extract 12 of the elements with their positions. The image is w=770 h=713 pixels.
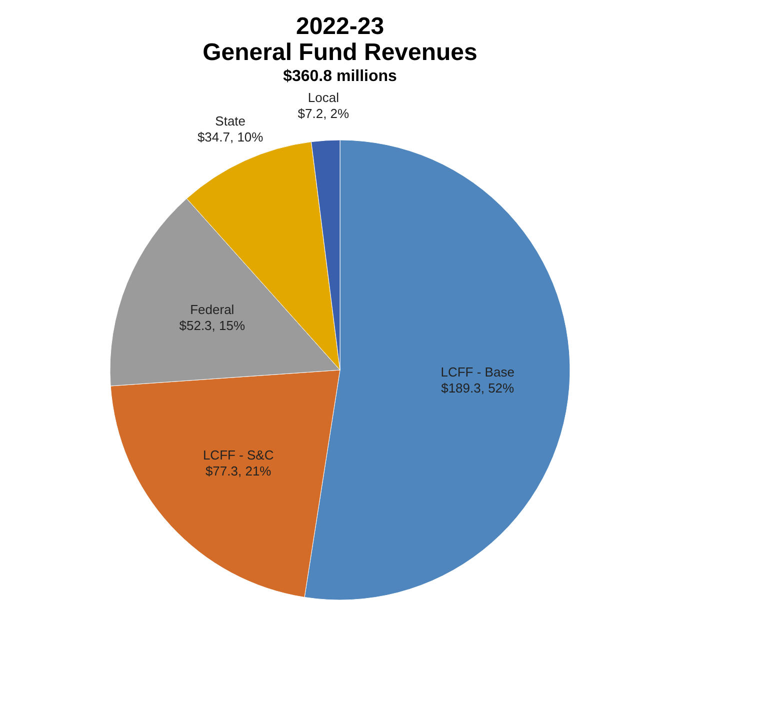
data-label: $52.3, 15%: [179, 318, 246, 334]
chart-title: 2022-23 General Fund Revenues: [202, 13, 478, 66]
data-label: $77.3, 21%: [205, 463, 272, 478]
data-label: $34.7, 10%: [197, 129, 264, 144]
slice-label: State: [215, 113, 246, 128]
chart-subtitle: $360.8 millions: [283, 68, 398, 85]
slice-label: LCFF - S&C: [202, 447, 274, 462]
slice-label: LCFF - Base: [440, 364, 514, 380]
slice-label: Local: [308, 90, 340, 106]
data-label: $7.2, 2%: [298, 106, 350, 122]
slice-label: Federal: [190, 302, 234, 318]
data-label: $189.3, 52%: [441, 380, 515, 396]
